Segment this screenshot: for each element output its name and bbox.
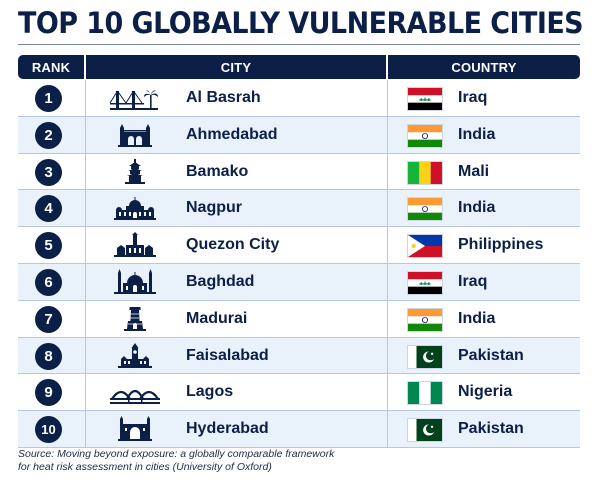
clock-tower-icon [118,342,152,368]
country-name: Philippines [458,236,544,254]
rank-badge: 1 [35,85,62,112]
city-name: Baghdad [186,272,255,290]
india-flag [407,197,443,222]
rank-badge: 4 [35,195,62,223]
title-divider [18,44,580,45]
country-name: Iraq [458,89,488,106]
table-row: 6 Baghdad Iraq [18,263,580,301]
memorial-shrine-icon [114,232,156,258]
country-name: Mali [458,162,490,180]
city-name: Bamako [186,162,249,180]
country-name: India [458,309,496,327]
city-name: Quezon City [186,236,280,254]
india-flag [407,307,443,332]
domed-palace-icon [114,197,156,221]
rank-badge: 5 [35,232,62,260]
rank-badge: 7 [35,305,62,333]
column-header-city: CITY [86,55,386,79]
country-name: Pakistan [458,420,524,438]
arch-bridge-icon [110,390,160,405]
city-name: Lagos [186,383,234,401]
table-row: 7 Madurai India [18,300,580,338]
table-row: 9 Lagos Nigeria [18,374,580,412]
nigeria-flag [407,381,443,406]
table-row: 1 Al Basrah Iraq [18,80,580,117]
column-header-country: COUNTRY [388,55,580,79]
pagoda-tower-icon [125,158,145,184]
table-row: 3 Bamako Mali [18,153,580,191]
city-name: Hyderabad [186,420,269,438]
source-line: Source: Moving beyond exposure: a global… [18,448,335,460]
table-row: 2 Ahmedabad India [18,116,580,154]
pakistan-flag [407,418,443,443]
table-row: 8 Faisalabad Pakistan [18,337,580,375]
column-header-rank: RANK [18,55,84,79]
city-name: Al Basrah [186,89,261,106]
mosque-icon [114,268,156,294]
charminar-icon [118,416,152,442]
city-name: Nagpur [186,199,242,217]
philippines-flag [407,234,443,259]
source-note: Source: Moving beyond exposure: a global… [18,448,334,474]
mali-flag [407,160,443,185]
city-name: Madurai [186,309,248,327]
rank-badge: 3 [35,158,62,186]
arched-gate-icon [118,123,152,147]
rank-badge: 8 [35,342,62,370]
pakistan-flag [407,344,443,369]
page-title: TOP 10 GLOBALLY VULNERABLE CITIES [18,6,584,40]
india-flag [407,123,443,148]
country-name: Pakistan [458,346,524,364]
rank-badge: 2 [35,121,62,149]
table-row: 5 Quezon City Philippines [18,227,580,264]
table-row: 4 Nagpur India [18,190,580,228]
rank-badge: 6 [35,268,62,296]
bridge-palm-skyline-icon [109,90,158,110]
city-name: Faisalabad [186,346,269,364]
temple-gopuram-icon [124,306,146,331]
source-line: for heat risk assessment in cities (Univ… [18,461,272,473]
rank-badge: 9 [35,379,62,407]
rank-badge: 10 [35,416,62,444]
city-name: Ahmedabad [186,125,278,143]
country-name: Nigeria [458,383,513,401]
country-name: Iraq [458,272,488,290]
iraq-flag [407,270,443,295]
country-name: India [458,125,496,143]
cities-table: 1 Al Basrah Iraq 2 [18,80,580,448]
country-name: India [458,199,496,217]
iraq-flag [407,87,443,111]
table-row: 10 Hyderabad Pakistan [18,411,580,448]
